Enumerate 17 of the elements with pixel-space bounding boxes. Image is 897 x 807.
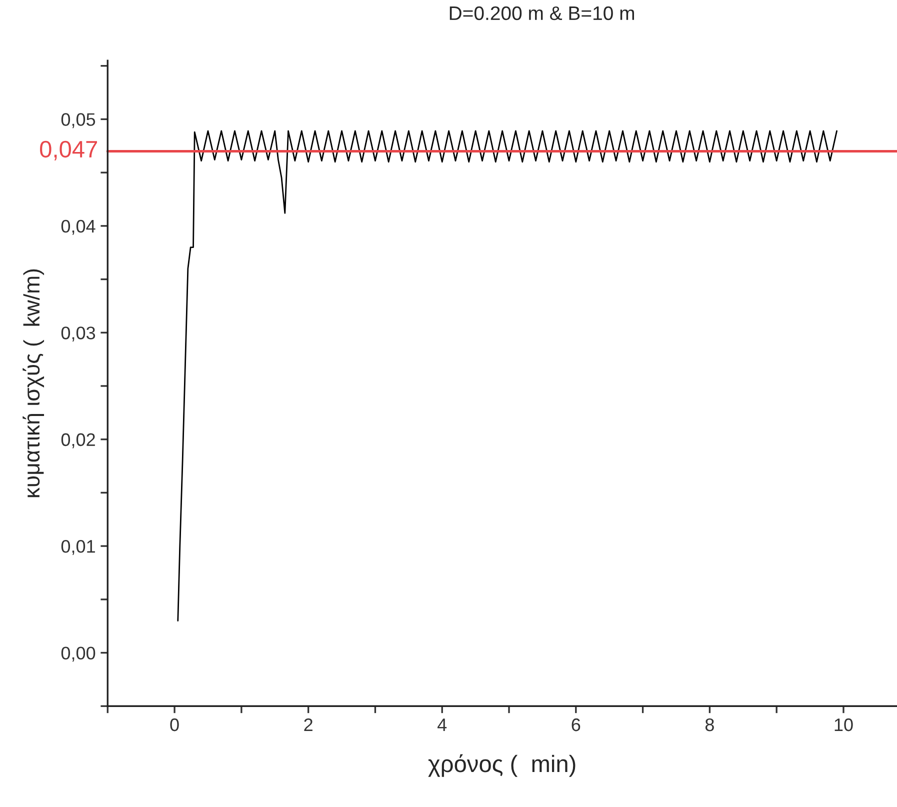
y-tick-label: 0,01 <box>61 540 95 555</box>
x-tick-label: 2 <box>304 718 312 732</box>
y-tick-label: 0,05 <box>61 113 96 128</box>
x-tick-label: 10 <box>834 718 853 732</box>
chart-title: D=0.200 m & B=10 m <box>450 6 634 20</box>
y-tick-label: 0,00 <box>61 646 96 662</box>
x-tick-label: 6 <box>572 718 580 732</box>
x-tick-label: 4 <box>438 718 447 732</box>
ref-line-label: 0,047 <box>40 140 97 160</box>
y-axis-title: κυματική ισχύς ( kw/m) <box>22 269 44 498</box>
x-tick-label: 8 <box>705 718 714 732</box>
x-tick-label: 0 <box>170 718 179 732</box>
line-series <box>177 130 838 622</box>
y-tick-label: 0,02 <box>61 433 95 448</box>
y-tick-label: 0,04 <box>61 220 96 235</box>
y-tick-label: 0,03 <box>61 326 96 342</box>
x-axis-title: χρόνος ( min) <box>428 754 576 777</box>
